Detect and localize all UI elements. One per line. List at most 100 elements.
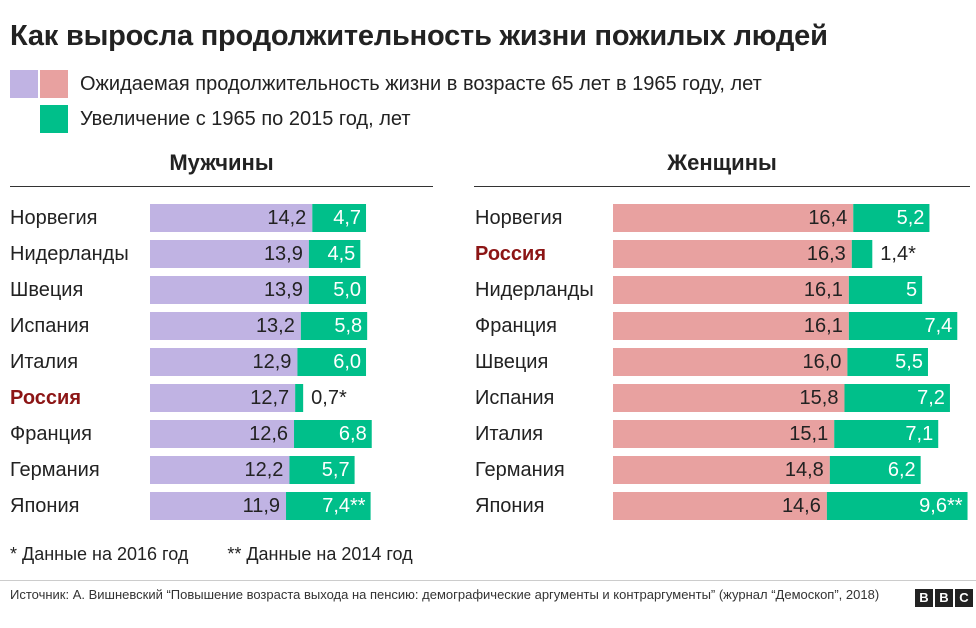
category-label-men-1: Нидерланды — [10, 243, 129, 265]
bbc-logo: B B C — [915, 589, 973, 607]
category-label-men-5: Россия — [10, 387, 81, 409]
bar-base-women-5 — [613, 384, 845, 412]
value-base-men-1: 13,9 — [264, 243, 303, 265]
value-base-women-4: 16,0 — [802, 351, 841, 373]
bar-increase-men-6 — [294, 420, 372, 448]
value-base-women-5: 15,8 — [800, 387, 839, 409]
bar-base-men-5 — [150, 384, 296, 412]
category-label-women-1: Россия — [475, 243, 546, 265]
value-base-women-1: 16,3 — [807, 243, 846, 265]
category-label-men-3: Испания — [10, 315, 89, 337]
bbc-logo-letter-2: B — [935, 589, 953, 607]
legend-swatch-women-base — [40, 70, 68, 98]
bar-increase-women-0 — [853, 204, 930, 232]
panel-rule-men — [10, 186, 433, 187]
legend-swatch-increase — [40, 105, 68, 133]
value-increase-men-6: 6,8 — [339, 423, 367, 445]
bar-base-women-1 — [613, 240, 852, 268]
bar-base-women-0 — [613, 204, 854, 232]
legend-base: Ожидаемая продолжительность жизни в возр… — [10, 70, 762, 98]
value-base-men-8: 11,9 — [243, 495, 280, 517]
category-label-men-6: Франция — [10, 423, 92, 445]
bar-base-women-3 — [613, 312, 849, 340]
source-note: Источник: А. Вишневский “Повышение возра… — [10, 587, 880, 602]
value-increase-men-3: 5,8 — [334, 315, 362, 337]
bar-base-men-4 — [150, 348, 298, 376]
category-label-women-8: Япония — [475, 495, 544, 517]
bbc-logo-letter-3: C — [955, 589, 973, 607]
bar-base-women-7 — [613, 456, 830, 484]
bar-increase-men-8 — [286, 492, 371, 520]
value-base-men-7: 12,2 — [245, 459, 284, 481]
value-increase-women-1: 1,4* — [880, 243, 916, 265]
chart-area: Норвегия 14,2 4,7 Нидерланды 13,9 4,5 Швеция 13… — [10, 204, 968, 520]
value-base-women-2: 16,1 — [804, 279, 843, 301]
value-base-men-6: 12,6 — [249, 423, 288, 445]
value-base-men-2: 13,9 — [264, 279, 303, 301]
value-base-men-3: 13,2 — [256, 315, 295, 337]
bar-increase-men-1 — [308, 240, 361, 268]
value-increase-women-6: 7,1 — [905, 423, 933, 445]
value-increase-women-4: 5,5 — [895, 351, 923, 373]
value-increase-men-4: 6,0 — [333, 351, 361, 373]
category-label-men-8: Япония — [10, 495, 79, 517]
category-label-women-4: Швеция — [475, 351, 548, 373]
bar-base-men-8 — [150, 492, 287, 520]
bar-base-men-6 — [150, 420, 295, 448]
category-label-women-7: Германия — [475, 459, 565, 481]
value-increase-women-3: 7,4 — [924, 315, 952, 337]
legend-increase: Увеличение с 1965 по 2015 год, лет — [40, 105, 411, 133]
value-increase-women-2: 5 — [906, 279, 917, 301]
category-label-women-0: Норвегия — [475, 207, 563, 229]
value-increase-men-1: 4,5 — [327, 243, 355, 265]
category-label-men-0: Норвегия — [10, 207, 98, 229]
value-base-women-3: 16,1 — [804, 315, 843, 337]
value-base-women-7: 14,8 — [785, 459, 824, 481]
value-increase-men-5: 0,7* — [311, 387, 347, 409]
bar-increase-men-4 — [297, 348, 367, 376]
value-base-women-8: 14,6 — [782, 495, 821, 517]
legend-swatch-men-base — [10, 70, 38, 98]
bar-increase-women-2 — [848, 276, 923, 304]
value-base-men-5: 12,7 — [250, 387, 289, 409]
value-increase-men-8: 7,4** — [322, 495, 366, 517]
value-increase-women-0: 5,2 — [897, 207, 925, 229]
category-label-women-6: Италия — [475, 423, 543, 445]
value-increase-women-5: 7,2 — [917, 387, 945, 409]
footnote-2016: * Данные на 2016 год — [10, 544, 189, 564]
bar-increase-men-2 — [308, 276, 367, 304]
bar-base-women-6 — [613, 420, 835, 448]
value-base-women-0: 16,4 — [808, 207, 847, 229]
bar-increase-women-8 — [826, 492, 968, 520]
value-base-women-6: 15,1 — [789, 423, 828, 445]
bar-increase-men-7 — [289, 456, 355, 484]
bar-base-men-2 — [150, 276, 309, 304]
bar-base-men-1 — [150, 240, 309, 268]
category-label-men-7: Германия — [10, 459, 100, 481]
category-label-women-3: Франция — [475, 315, 557, 337]
bar-increase-women-1 — [851, 240, 873, 268]
panel-title-women: Женщины — [667, 150, 777, 175]
value-increase-women-8: 9,6** — [919, 495, 963, 517]
legend-base-label: Ожидаемая продолжительность жизни в возр… — [80, 72, 762, 95]
footer-divider — [0, 580, 976, 581]
category-label-men-4: Италия — [10, 351, 78, 373]
bar-base-men-0 — [150, 204, 313, 232]
bbc-logo-letter-1: B — [915, 589, 933, 607]
chart-title: Как выросла продолжительность жизни пожи… — [10, 20, 828, 52]
value-increase-women-7: 6,2 — [888, 459, 916, 481]
bar-increase-women-6 — [834, 420, 939, 448]
bar-increase-men-3 — [300, 312, 368, 340]
bar-base-men-3 — [150, 312, 301, 340]
category-label-women-2: Нидерланды — [475, 279, 594, 301]
legend-increase-label: Увеличение с 1965 по 2015 год, лет — [80, 107, 411, 130]
panel-title-men: Мужчины — [169, 150, 274, 175]
bar-base-women-2 — [613, 276, 849, 304]
value-increase-men-2: 5,0 — [333, 279, 361, 301]
value-base-men-0: 14,2 — [267, 207, 306, 229]
bar-increase-men-0 — [312, 204, 367, 232]
bar-increase-women-4 — [847, 348, 928, 376]
bar-increase-men-5 — [295, 384, 304, 412]
value-increase-men-7: 5,7 — [322, 459, 350, 481]
value-increase-men-0: 4,7 — [333, 207, 361, 229]
